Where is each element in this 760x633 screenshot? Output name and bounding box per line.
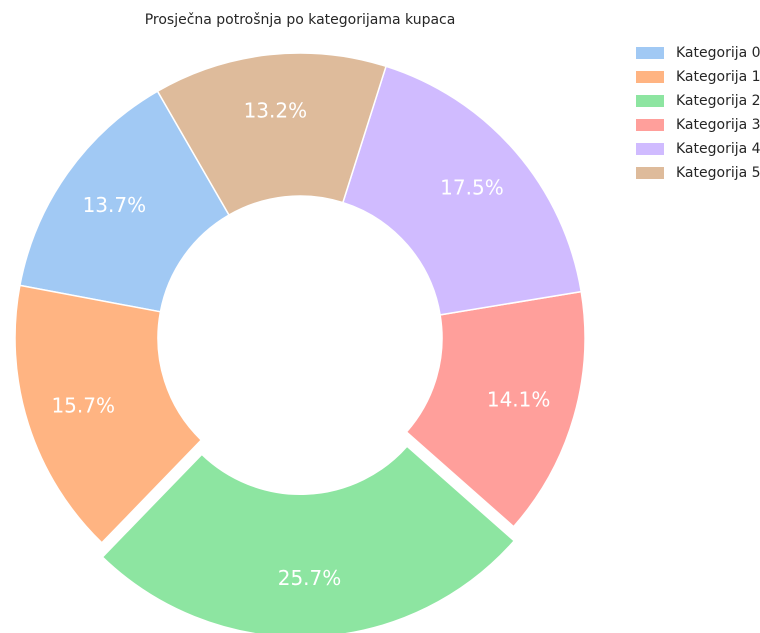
- data-label: 17.5%: [440, 176, 504, 200]
- wedge: [405, 290, 586, 528]
- legend-label: Kategorija 0: [676, 45, 760, 61]
- legend-swatch: [636, 143, 664, 155]
- wedge: [341, 65, 583, 316]
- legend-label: Kategorija 5: [676, 165, 760, 181]
- legend-label: Kategorija 3: [676, 117, 760, 133]
- data-label: 13.2%: [244, 98, 308, 122]
- wedge: [156, 52, 387, 217]
- legend-label: Kategorija 4: [676, 141, 760, 157]
- legend-label: Kategorija 1: [676, 69, 760, 85]
- wedge: [101, 445, 516, 633]
- legend-swatch: [636, 47, 664, 59]
- chart-title: Prosječna potrošnja po kategorijama kupa…: [145, 12, 456, 28]
- legend: Kategorija 0 Kategorija 1 Kategorija 2 Kate…: [636, 45, 760, 181]
- data-label: 13.7%: [83, 193, 147, 217]
- wedge: [14, 284, 203, 544]
- data-label: 15.7%: [51, 394, 115, 418]
- legend-swatch: [636, 71, 664, 83]
- legend-swatch: [636, 95, 664, 107]
- data-label: 25.7%: [278, 566, 342, 590]
- legend-swatch: [636, 119, 664, 131]
- legend-swatch: [636, 167, 664, 179]
- data-label: 14.1%: [487, 387, 551, 411]
- legend-label: Kategorija 2: [676, 93, 760, 109]
- wedge: [19, 90, 231, 313]
